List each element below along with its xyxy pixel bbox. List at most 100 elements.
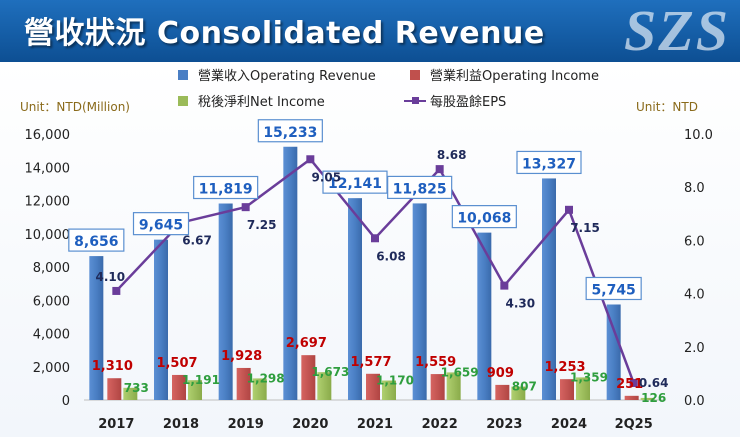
bar-operating-revenue bbox=[348, 198, 362, 400]
header-banner: 營收狀況 Consolidated Revenue SZS bbox=[0, 0, 740, 62]
revenue-label-box bbox=[451, 205, 517, 229]
eps-point bbox=[565, 205, 573, 214]
y-right-tick-label: 10.0 bbox=[684, 128, 713, 143]
legend-label: 營業收入Operating Revenue bbox=[198, 68, 376, 84]
eps-point bbox=[435, 165, 444, 174]
eps-point bbox=[500, 281, 509, 290]
net-income-data-label: 126 bbox=[641, 391, 666, 405]
bar-operating-income bbox=[495, 384, 510, 400]
eps-point bbox=[241, 203, 250, 212]
eps-data-label: 8.68 bbox=[437, 148, 467, 162]
eps-point bbox=[112, 286, 121, 295]
revenue-data-label: 8,656 bbox=[74, 234, 118, 250]
bar-operating-income bbox=[560, 379, 574, 400]
bar-net-income bbox=[252, 378, 267, 400]
net-income-data-label: 1,673 bbox=[311, 365, 349, 379]
legend-swatch bbox=[410, 70, 420, 80]
bar-net-income bbox=[317, 372, 332, 400]
net-income-data-label: 733 bbox=[124, 381, 149, 395]
x-tick-label: 2020 bbox=[292, 417, 328, 432]
operating-income-data-label: 1,559 bbox=[415, 355, 456, 370]
bar-operating-income bbox=[301, 355, 316, 400]
net-income-data-label: 1,191 bbox=[182, 373, 220, 387]
eps-point bbox=[306, 155, 315, 164]
legend-swatch-marker bbox=[412, 97, 419, 104]
bar-net-income bbox=[188, 380, 202, 400]
x-tick-label: 2Q25 bbox=[615, 417, 653, 432]
bar-operating-revenue bbox=[218, 203, 233, 400]
x-tick-label: 2023 bbox=[486, 417, 522, 432]
bar-net-income bbox=[576, 377, 590, 400]
page-title: 營收狀況 Consolidated Revenue bbox=[24, 16, 545, 51]
revenue-label-box bbox=[516, 150, 582, 175]
net-income-data-label: 1,659 bbox=[441, 365, 479, 379]
eps-data-label: 6.67 bbox=[182, 234, 212, 248]
revenue-label-box bbox=[322, 170, 388, 194]
y-left-tick-label: 6,000 bbox=[33, 294, 70, 309]
revenue-label-box bbox=[132, 212, 190, 236]
x-tick-label: 2017 bbox=[98, 417, 134, 432]
revenue-data-label: 13,327 bbox=[522, 156, 576, 172]
bar-net-income bbox=[382, 380, 396, 400]
eps-data-label: 9.05 bbox=[312, 170, 342, 184]
bar-operating-revenue bbox=[477, 232, 492, 400]
y-right-tick-label: 0.0 bbox=[684, 394, 705, 409]
y-left-tick-label: 12,000 bbox=[25, 195, 71, 210]
legend-swatch bbox=[178, 70, 188, 80]
eps-data-label: 4.10 bbox=[96, 270, 126, 284]
legend-swatch bbox=[178, 96, 188, 106]
eps-data-label: 7.25 bbox=[247, 218, 277, 232]
legend-label: 每股盈餘EPS bbox=[430, 94, 506, 110]
y-left-tick-label: 0 bbox=[62, 394, 70, 409]
bar-operating-revenue bbox=[154, 239, 168, 400]
bar-operating-revenue bbox=[89, 256, 104, 400]
bar-net-income bbox=[446, 372, 461, 400]
revenue-data-label: 9,645 bbox=[139, 218, 183, 234]
eps-data-label: 6.08 bbox=[376, 249, 406, 263]
bar-operating-income bbox=[430, 374, 445, 400]
operating-income-data-label: 909 bbox=[487, 366, 514, 381]
revenue-label-box bbox=[387, 175, 453, 200]
revenue-data-label: 10,068 bbox=[457, 211, 511, 227]
x-tick-label: 2019 bbox=[228, 417, 264, 432]
revenue-label-box bbox=[257, 119, 323, 143]
net-income-data-label: 1,359 bbox=[570, 370, 608, 384]
y-right-unit-label: Unit：NTD bbox=[636, 100, 698, 114]
legend-label: 稅後淨利Net Income bbox=[198, 95, 325, 110]
bar-operating-income bbox=[366, 373, 380, 400]
revenue-label-box bbox=[68, 228, 125, 252]
y-right-tick-label: 2.0 bbox=[684, 341, 705, 356]
bar-operating-revenue bbox=[542, 178, 556, 400]
eps-line bbox=[112, 155, 638, 387]
net-income-data-label: 1,170 bbox=[376, 374, 414, 388]
bar-operating-income bbox=[172, 374, 186, 400]
bar-operating-revenue bbox=[283, 146, 298, 400]
operating-income-data-label: 2,697 bbox=[286, 336, 327, 351]
company-logo: SZS bbox=[624, 0, 730, 63]
bar-operating-revenue bbox=[412, 203, 427, 400]
operating-income-data-label: 1,253 bbox=[544, 360, 585, 375]
bar-operating-income bbox=[107, 378, 122, 400]
revenue-data-label: 11,825 bbox=[393, 181, 447, 197]
revenue-chart: 營業收入Operating Revenue 營業利益Operating Incom… bbox=[20, 68, 713, 432]
eps-data-label: 4.30 bbox=[506, 297, 536, 311]
x-tick-label: 2021 bbox=[357, 417, 393, 432]
revenue-data-label: 12,141 bbox=[328, 176, 382, 192]
bar-operating-income bbox=[624, 395, 639, 400]
bar-operating-revenue bbox=[606, 304, 621, 400]
chart-legend: 營業收入Operating Revenue 營業利益Operating Incom… bbox=[178, 68, 599, 110]
revenue-label-box bbox=[585, 276, 642, 301]
y-right-tick-label: 4.0 bbox=[684, 288, 705, 303]
bar-net-income bbox=[123, 387, 138, 400]
eps-data-label: 7.15 bbox=[570, 221, 600, 235]
eps-point bbox=[629, 378, 638, 387]
y-left-tick-label: 8,000 bbox=[33, 261, 70, 276]
revenue-label-box bbox=[193, 175, 259, 200]
revenue-data-label: 15,233 bbox=[263, 125, 317, 141]
y-right-tick-label: 6.0 bbox=[684, 234, 705, 249]
revenue-data-label: 5,745 bbox=[592, 282, 636, 298]
operating-income-data-label: 1,928 bbox=[221, 349, 262, 364]
legend-label: 營業利益Operating Income bbox=[430, 68, 599, 84]
y-left-unit-label: Unit：NTD(Million) bbox=[20, 100, 130, 114]
y-left-tick-label: 2,000 bbox=[33, 361, 70, 376]
